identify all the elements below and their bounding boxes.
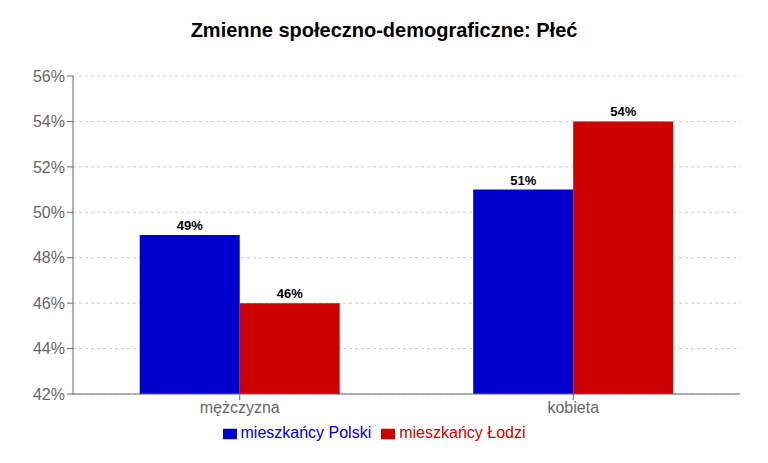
svg-text:48%: 48% xyxy=(33,249,65,266)
svg-text:49%: 49% xyxy=(177,218,203,233)
svg-text:50%: 50% xyxy=(33,204,65,221)
svg-text:46%: 46% xyxy=(33,295,65,312)
svg-text:46%: 46% xyxy=(277,286,303,301)
svg-text:54%: 54% xyxy=(33,113,65,130)
svg-text:51%: 51% xyxy=(510,173,536,188)
svg-text:56%: 56% xyxy=(33,68,65,85)
svg-text:mężczyzna: mężczyzna xyxy=(200,399,280,416)
svg-text:54%: 54% xyxy=(610,104,636,119)
svg-text:42%: 42% xyxy=(33,386,65,403)
html-text:mieszkańcy Polski: mieszkańcy Polski xyxy=(240,424,372,441)
svg-text:44%: 44% xyxy=(33,340,65,357)
svg-text:kobieta: kobieta xyxy=(547,399,599,416)
html-text:Zmienne społeczno-demograficzn: Zmienne społeczno-demograficzne: Płeć xyxy=(190,19,578,41)
svg-text:52%: 52% xyxy=(33,159,65,176)
html-text:mieszkańcy Łodzi: mieszkańcy Łodzi xyxy=(399,424,526,441)
